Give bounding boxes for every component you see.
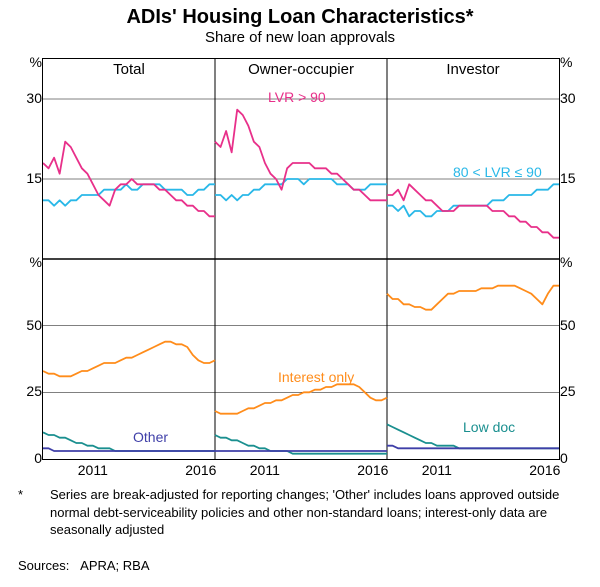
- label-lowdoc: Low doc: [463, 419, 515, 435]
- axis-tick: %: [560, 54, 596, 70]
- axis-tick: 25: [560, 383, 596, 399]
- axis-tick: 25: [6, 383, 42, 399]
- axis-tick: 30: [560, 90, 596, 106]
- sources-value: APRA; RBA: [80, 558, 149, 573]
- plot-area: Total Owner-occupier Investor LVR > 90 8…: [42, 58, 560, 460]
- chart-subtitle: Share of new loan approvals: [0, 29, 600, 50]
- axis-tick: %: [560, 254, 596, 270]
- label-other: Other: [133, 429, 168, 445]
- x-tick: 2016: [185, 462, 216, 478]
- axis-tick: 50: [560, 317, 596, 333]
- axis-tick: 15: [6, 170, 42, 186]
- footnote-star: *: [18, 486, 23, 504]
- x-tick: 2011: [78, 462, 108, 478]
- sources: Sources: APRA; RBA: [18, 558, 150, 573]
- footnote-text: Series are break-adjusted for reporting …: [50, 486, 582, 539]
- x-tick: 2016: [357, 462, 388, 478]
- label-lvr90: LVR > 90: [268, 89, 326, 105]
- sources-label: Sources:: [18, 558, 69, 573]
- x-tick: 2011: [422, 462, 452, 478]
- col-header-owner: Owner-occupier: [215, 61, 387, 78]
- col-header-total: Total: [43, 61, 215, 78]
- col-header-investor: Investor: [387, 61, 559, 78]
- chart-title: ADIs' Housing Loan Characteristics*: [0, 0, 600, 29]
- footnote: * Series are break-adjusted for reportin…: [18, 486, 582, 539]
- plot-svg: [43, 59, 559, 459]
- axis-tick: 15: [560, 170, 596, 186]
- chart-container: ADIs' Housing Loan Characteristics* Shar…: [0, 0, 600, 587]
- axis-tick: 50: [6, 317, 42, 333]
- x-tick: 2011: [250, 462, 280, 478]
- axis-tick: %: [6, 254, 42, 270]
- label-intonly: Interest only: [278, 369, 354, 385]
- axis-tick: %: [6, 54, 42, 70]
- axis-tick: 0: [560, 450, 596, 466]
- label-lvr8090: 80 < LVR ≤ 90: [453, 164, 542, 180]
- axis-tick: 0: [6, 450, 42, 466]
- axis-tick: 30: [6, 90, 42, 106]
- x-tick: 2016: [529, 462, 560, 478]
